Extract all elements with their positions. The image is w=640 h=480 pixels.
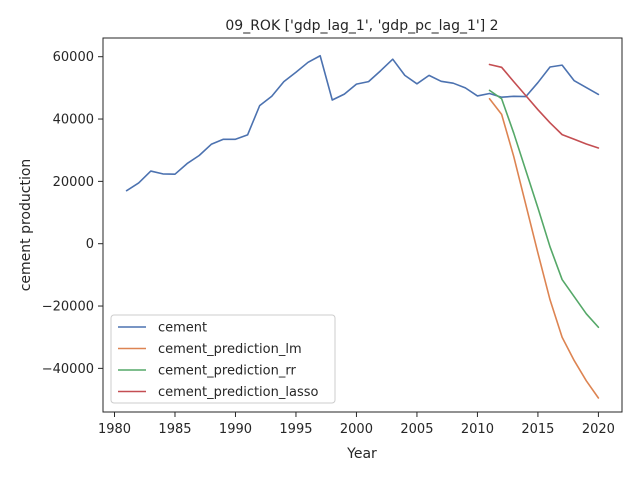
plot-lines — [125, 54, 600, 399]
x-tick-label: 1985 — [158, 422, 191, 437]
x-tick-label: 1980 — [98, 422, 131, 437]
x-tick-label: 1990 — [219, 422, 252, 437]
x-tick-label: 2000 — [340, 422, 373, 437]
legend-label-cement-prediction-rr: cement_prediction_rr — [158, 364, 296, 379]
legend: cement cement_prediction_lm cement_predict… — [110, 314, 336, 404]
y-tick-label: −40000 — [42, 362, 94, 377]
legend-label-cement: cement — [158, 321, 207, 336]
legend-label-cement-prediction-lm: cement_prediction_lm — [158, 342, 302, 357]
y-tick-label: 0 — [86, 237, 94, 252]
series-line-cement-prediction-lm — [488, 97, 600, 399]
x-tick-label: 1995 — [279, 422, 312, 437]
y-tick-label: 60000 — [53, 50, 94, 65]
x-tick-label: 2010 — [461, 422, 494, 437]
x-axis-label: Year — [346, 446, 377, 462]
x-tick-label: 2015 — [521, 422, 554, 437]
y-axis-label: cement production — [18, 159, 34, 292]
legend-label-cement-prediction-lasso: cement_prediction_lasso — [158, 385, 318, 400]
y-tick-label: 20000 — [53, 175, 94, 190]
series-line-cement-prediction-rr — [488, 89, 600, 329]
x-tick-label: 2020 — [582, 422, 615, 437]
y-axis-ticks: −40000 −20000 0 20000 40000 60000 — [42, 50, 103, 377]
series-line-cement-prediction-lasso — [488, 63, 600, 149]
plot-frame — [102, 37, 623, 413]
x-tick-label: 2005 — [400, 422, 433, 437]
chart-title: 09_ROK ['gdp_lag_1', 'gdp_pc_lag_1'] 2 — [225, 18, 498, 34]
x-axis-ticks: 1980 1985 1990 1995 2000 2005 2010 2015 2020 — [98, 412, 615, 437]
y-tick-label: 40000 — [53, 113, 94, 128]
series-line-cement — [125, 54, 600, 192]
y-tick-label: −20000 — [42, 300, 94, 315]
legend-box — [110, 314, 336, 404]
